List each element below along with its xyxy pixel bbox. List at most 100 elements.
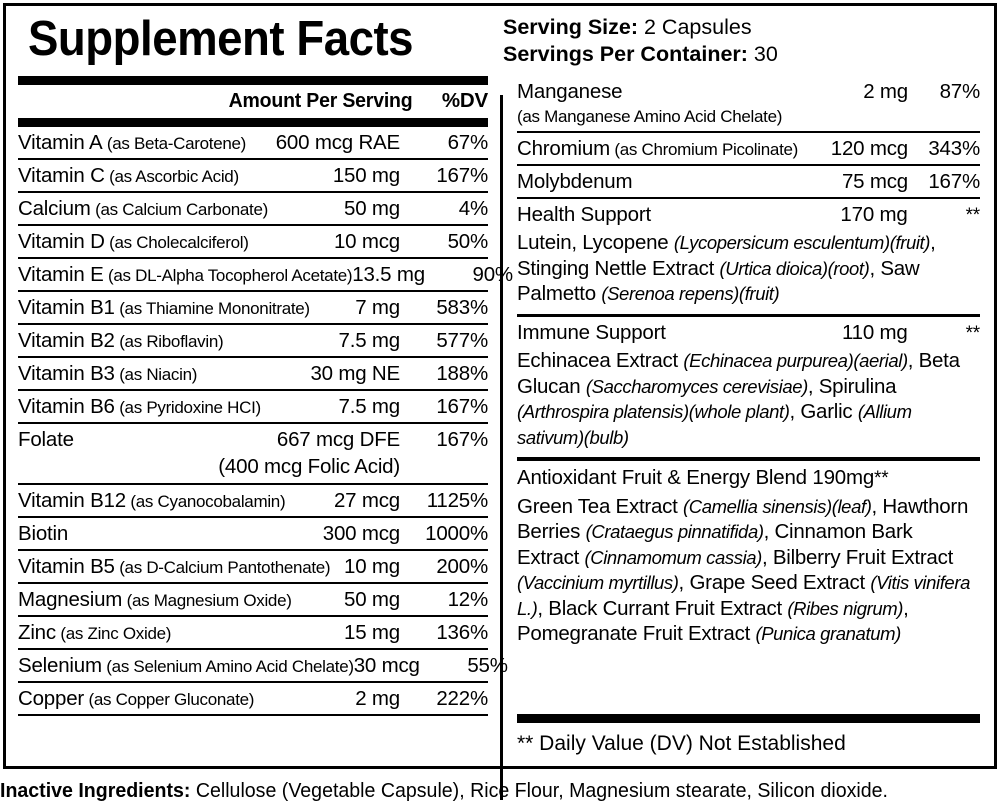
nutrition-columns: Amount Per Serving %DV Vitamin A (as Bet… — [6, 76, 994, 800]
nutrient-amount: 50 mg — [344, 196, 400, 220]
inactive-ingredients-label: Inactive Ingredients: — [0, 779, 191, 802]
botanical-name: (Vitis vinifera L.) — [517, 572, 970, 619]
header-rule-top — [18, 76, 488, 85]
row-separator — [517, 163, 980, 166]
label-header: Supplement Facts Serving Size: 2 Capsule… — [6, 6, 994, 76]
page-title: Supplement Facts — [28, 12, 414, 66]
nutrient-source-wrapped: (as Manganese Amino Acid Chelate) — [517, 106, 783, 126]
left-nutrient-column: Amount Per Serving %DV Vitamin A (as Bet… — [6, 76, 513, 766]
nutrient-name: Biotin — [18, 521, 69, 545]
table-row: Vitamin B2 (as Riboflavin) 7.5 mg 577% — [18, 325, 488, 356]
table-row: Vitamin B1 (as Thiamine Mononitrate) 7 mg… — [18, 292, 488, 323]
nutrient-name: Zinc — [18, 620, 56, 644]
nutrient-amount: 10 mcg — [333, 229, 400, 253]
table-row: Folate 667 mcg DFE 167% — [18, 424, 488, 455]
nutrient-source: (as Beta-Carotene) — [102, 133, 247, 153]
blend-dv: ** — [965, 205, 981, 226]
botanical-name: (Echinacea purpurea)(aerial) — [683, 350, 908, 371]
nutrient-dv: 50% — [447, 229, 489, 253]
blend-name: Immune Support — [517, 321, 666, 344]
footnote-rule — [517, 714, 980, 723]
nutrient-amount: 27 mcg — [333, 488, 400, 512]
nutrient-dv: 87% — [939, 79, 981, 103]
table-row: Chromium (as Chromium Picolinate) 120 mcg… — [517, 133, 980, 164]
row-separator — [18, 713, 488, 716]
botanical-name: (Lycopersicum esculentum)(fruit) — [673, 232, 931, 253]
nutrient-source: (as Cyanocobalamin) — [125, 491, 286, 511]
botanical-name: (Cinnamomum cassia) — [584, 546, 763, 568]
table-row: Biotin 300 mcg 1000% — [18, 518, 488, 549]
nutrient-name: Vitamin A — [18, 130, 103, 154]
nutrient-amount: 7.5 mg — [338, 328, 401, 352]
row-separator — [18, 548, 488, 551]
row-separator — [18, 581, 488, 584]
nutrient-amount: 120 mcg — [830, 136, 908, 160]
column-divider — [500, 95, 503, 800]
botanical-name: (Saccharomyces cerevisiae) — [585, 375, 808, 397]
row-separator — [18, 322, 488, 325]
row-separator — [18, 482, 488, 485]
serving-size-value: 2 Capsules — [644, 15, 752, 39]
nutrient-name: Vitamin B1 — [18, 295, 115, 319]
nutrient-source: (as Niacin) — [114, 364, 198, 384]
row-separator — [18, 421, 488, 424]
botanical-name: (Serenoa repens)(fruit) — [601, 283, 780, 304]
serving-info: Serving Size: 2 Capsules Servings Per Co… — [503, 14, 778, 68]
nutrient-dv: 583% — [436, 295, 488, 319]
nutrient-name: Manganese — [517, 79, 623, 103]
nutrient-source: (as Selenium Amino Acid Chelate) — [101, 656, 354, 676]
row-separator — [517, 196, 980, 199]
nutrient-dv: 577% — [436, 328, 488, 352]
nutrient-name: Selenium — [18, 653, 102, 677]
antioxidant-blend-heading: Antioxidant Fruit & Energy Blend 190mg — [517, 465, 875, 489]
nutrient-dv: 1000% — [425, 521, 488, 545]
nutrient-dv: 167% — [928, 169, 980, 193]
antioxidant-rule — [517, 457, 980, 461]
nutrient-name: Calcium — [18, 196, 91, 220]
botanical-name: (Allium sativum)(bulb) — [517, 401, 912, 448]
row-separator — [18, 190, 488, 193]
botanical-name: (Ribes nigrum) — [787, 597, 904, 619]
nutrient-name: Chromium — [517, 136, 610, 160]
right-minerals-container: Manganese 2 mg 87% (as Manganese Amino Acid… — [517, 76, 980, 199]
nutrient-name: Vitamin B6 — [18, 394, 115, 418]
blend-name: Health Support — [517, 203, 651, 226]
blend-ingredients: Lutein, Lycopene (Lycopersicum esculentu… — [517, 231, 936, 305]
table-row: Manganese 2 mg 87% — [517, 76, 980, 107]
nutrient-dv: 136% — [436, 620, 488, 644]
nutrient-dv: 67% — [447, 130, 489, 154]
row-separator — [18, 680, 488, 683]
nutrient-amount: 10 mg — [344, 554, 400, 578]
nutrient-name: Vitamin B12 — [18, 488, 126, 512]
serving-size-line: Serving Size: 2 Capsules — [503, 14, 778, 41]
blend-heading-row: Immune Support 110 mg ** — [517, 317, 980, 346]
botanical-name: (Arthrospira platensis)(whole plant) — [517, 401, 790, 422]
supplement-facts-box: Supplement Facts Serving Size: 2 Capsule… — [3, 3, 997, 800]
nutrient-name: Vitamin C — [18, 163, 105, 187]
nutrient-source: (as Ascorbic Acid) — [104, 166, 239, 186]
inactive-ingredients: Inactive Ingredients: Cellulose (Vegetab… — [0, 779, 959, 803]
nutrient-amount: 15 mg — [344, 620, 400, 644]
nutrient-amount: 2 mg — [863, 79, 908, 103]
dv-footnote: ** Daily Value (DV) Not Established — [517, 732, 846, 755]
botanical-name: (Camellia sinensis)(leaf) — [683, 495, 872, 517]
right-nutrient-column: Manganese 2 mg 87% (as Manganese Amino Acid… — [503, 76, 994, 766]
nutrient-amount: 13.5 mg — [352, 262, 425, 286]
nutrient-source: (as DL-Alpha Tocopherol Acetate) — [103, 265, 353, 285]
dv-header: %DV — [441, 89, 488, 112]
nutrient-name: Vitamin E — [18, 262, 104, 286]
table-row: Vitamin C (as Ascorbic Acid) 150 mg 167% — [18, 160, 488, 191]
nutrient-name: Magnesium — [18, 587, 123, 611]
nutrient-dv: 12% — [447, 587, 489, 611]
nutrient-source: (as Magnesium Oxide) — [122, 590, 292, 610]
row-separator — [517, 130, 980, 133]
table-row: Vitamin B12 (as Cyanocobalamin) 27 mcg 112… — [18, 485, 488, 516]
servings-per-container-value: 30 — [753, 42, 778, 66]
row-separator — [18, 388, 488, 391]
inactive-ingredients-value: Cellulose (Vegetable Capsule), Rice Flou… — [195, 779, 888, 802]
botanical-name: (Urtica dioica)(root) — [719, 257, 870, 279]
row-separator — [18, 289, 488, 292]
nutrient-name: Copper — [18, 686, 85, 710]
nutrient-dv: 343% — [928, 136, 980, 160]
